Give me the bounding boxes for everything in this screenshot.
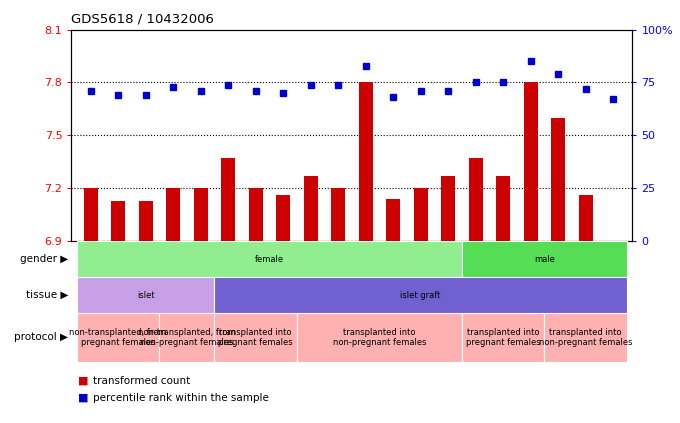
Text: transplanted into
non-pregnant females: transplanted into non-pregnant females [539,328,632,347]
Bar [551,118,565,241]
Bar [331,188,345,241]
Text: transplanted into
pregnant females: transplanted into pregnant females [466,328,541,347]
Bar [77,277,214,313]
Text: non-transplanted, from
pregnant females: non-transplanted, from pregnant females [69,328,167,347]
Text: gender ▶: gender ▶ [20,254,68,264]
Text: transplanted into
pregnant females: transplanted into pregnant females [218,328,293,347]
Bar [159,313,214,362]
Bar [194,188,207,241]
Text: GDS5618 / 10432006: GDS5618 / 10432006 [71,13,214,26]
Bar [579,195,592,241]
Bar [462,313,545,362]
Text: ■: ■ [78,393,88,403]
Bar [221,158,235,241]
Text: tissue ▶: tissue ▶ [26,290,68,300]
Bar [276,195,290,241]
Text: female: female [255,255,284,264]
Bar [496,176,510,241]
Text: protocol ▶: protocol ▶ [14,332,68,342]
Text: male: male [534,255,555,264]
Bar [441,176,455,241]
Bar [386,199,400,241]
Text: ■: ■ [78,376,88,386]
Bar [545,313,627,362]
Bar [214,313,297,362]
Bar [297,313,462,362]
Bar [359,82,373,241]
Bar [167,188,180,241]
Bar [413,188,428,241]
Text: percentile rank within the sample: percentile rank within the sample [93,393,269,403]
Bar [304,176,318,241]
Bar [249,188,262,241]
Text: transplanted into
non-pregnant females: transplanted into non-pregnant females [333,328,426,347]
Bar [139,201,152,241]
Bar [77,241,462,277]
Bar [524,82,537,241]
Text: islet: islet [137,291,154,299]
Bar [112,201,125,241]
Bar [84,188,97,241]
Bar [469,158,483,241]
Text: transformed count: transformed count [93,376,190,386]
Text: non-transplanted, from
non-pregnant females: non-transplanted, from non-pregnant fema… [138,328,236,347]
Text: islet graft: islet graft [401,291,441,299]
Bar [214,277,627,313]
Bar [77,313,159,362]
Bar [462,241,627,277]
